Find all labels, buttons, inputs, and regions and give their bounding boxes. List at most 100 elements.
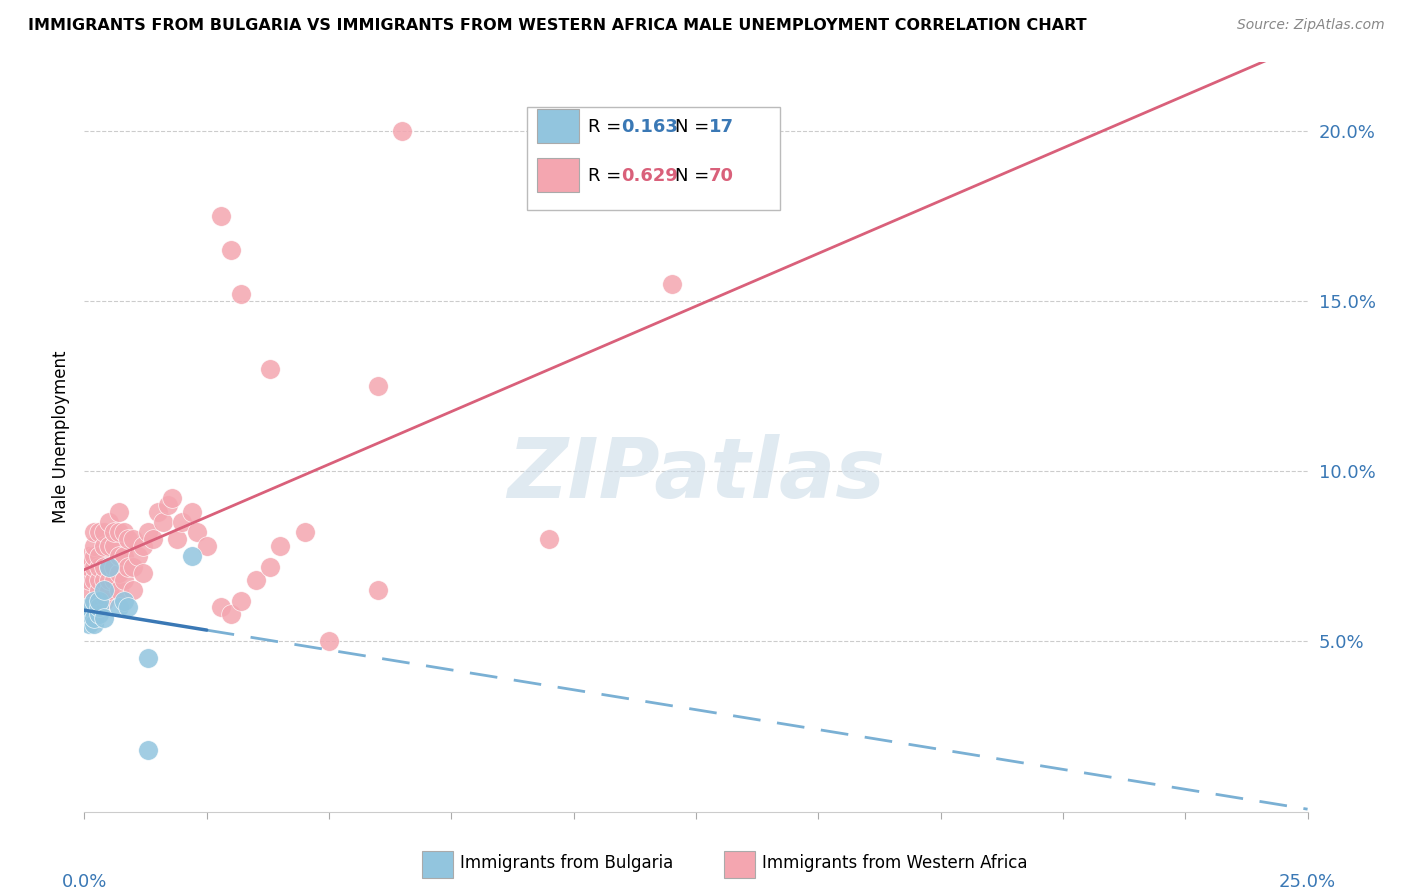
Point	[87, 600, 110, 615]
Point	[117, 559, 139, 574]
Point	[107, 583, 129, 598]
Point	[229, 593, 252, 607]
Point	[132, 566, 155, 581]
Point	[87, 559, 110, 574]
Point	[97, 515, 120, 529]
Point	[103, 539, 125, 553]
Point	[661, 277, 683, 291]
Point	[103, 559, 125, 574]
Point	[229, 287, 252, 301]
Point	[219, 607, 242, 622]
Text: 0.0%: 0.0%	[62, 873, 107, 891]
Point	[93, 593, 115, 607]
Point	[107, 505, 129, 519]
Point	[77, 573, 100, 587]
Point	[162, 491, 184, 506]
Text: N =: N =	[675, 167, 714, 185]
Point	[294, 525, 316, 540]
Point	[103, 573, 125, 587]
Point	[367, 379, 389, 393]
Point	[77, 600, 100, 615]
Point	[107, 566, 129, 581]
Point	[367, 583, 389, 598]
Point	[87, 607, 110, 622]
Text: IMMIGRANTS FROM BULGARIA VS IMMIGRANTS FROM WESTERN AFRICA MALE UNEMPLOYMENT COR: IMMIGRANTS FROM BULGARIA VS IMMIGRANTS F…	[28, 18, 1087, 33]
Point	[93, 539, 115, 553]
Point	[209, 209, 232, 223]
Text: Immigrants from Bulgaria: Immigrants from Bulgaria	[460, 855, 673, 872]
Text: 25.0%: 25.0%	[1279, 873, 1336, 891]
Point	[538, 533, 561, 547]
Point	[93, 583, 115, 598]
Y-axis label: Male Unemployment: Male Unemployment	[52, 351, 70, 524]
Point	[77, 607, 100, 622]
Point	[97, 559, 120, 574]
Point	[93, 573, 115, 587]
Point	[83, 539, 105, 553]
Point	[93, 610, 115, 624]
Point	[122, 583, 145, 598]
Point	[142, 533, 165, 547]
Text: R =: R =	[588, 118, 627, 136]
Text: N =: N =	[675, 118, 714, 136]
Point	[259, 362, 281, 376]
Point	[97, 559, 120, 574]
Point	[83, 610, 105, 624]
Point	[77, 559, 100, 574]
Point	[186, 525, 208, 540]
Text: 0.163: 0.163	[621, 118, 678, 136]
Point	[127, 549, 149, 564]
Point	[83, 559, 105, 574]
Point	[77, 549, 100, 564]
Point	[181, 505, 204, 519]
Point	[87, 600, 110, 615]
Point	[83, 593, 105, 607]
Point	[136, 651, 159, 665]
Point	[195, 539, 218, 553]
Point	[209, 600, 232, 615]
Text: Source: ZipAtlas.com: Source: ZipAtlas.com	[1237, 18, 1385, 32]
Point	[93, 525, 115, 540]
Point	[122, 559, 145, 574]
Point	[77, 583, 100, 598]
Point	[132, 539, 155, 553]
Text: R =: R =	[588, 167, 627, 185]
Point	[136, 525, 159, 540]
Point	[318, 634, 340, 648]
Point	[156, 498, 179, 512]
Point	[83, 607, 105, 622]
Point	[172, 515, 194, 529]
Point	[87, 583, 110, 598]
Point	[117, 533, 139, 547]
Point	[136, 743, 159, 757]
Point	[245, 573, 267, 587]
Point	[87, 593, 110, 607]
Point	[391, 123, 413, 137]
Text: ZIPatlas: ZIPatlas	[508, 434, 884, 515]
Point	[181, 549, 204, 564]
Point	[152, 515, 174, 529]
Point	[112, 549, 135, 564]
Point	[103, 525, 125, 540]
Point	[107, 600, 129, 615]
Point	[146, 505, 169, 519]
Point	[83, 593, 105, 607]
Text: 0.629: 0.629	[621, 167, 678, 185]
Text: Immigrants from Western Africa: Immigrants from Western Africa	[762, 855, 1028, 872]
Point	[83, 549, 105, 564]
Point	[219, 243, 242, 257]
Text: 70: 70	[709, 167, 734, 185]
Point	[259, 559, 281, 574]
Point	[107, 525, 129, 540]
Point	[112, 573, 135, 587]
Point	[107, 549, 129, 564]
Point	[97, 539, 120, 553]
Point	[97, 583, 120, 598]
Point	[87, 573, 110, 587]
Point	[87, 525, 110, 540]
Point	[83, 573, 105, 587]
Point	[117, 600, 139, 615]
Point	[112, 593, 135, 607]
Point	[93, 559, 115, 574]
Point	[77, 617, 100, 632]
